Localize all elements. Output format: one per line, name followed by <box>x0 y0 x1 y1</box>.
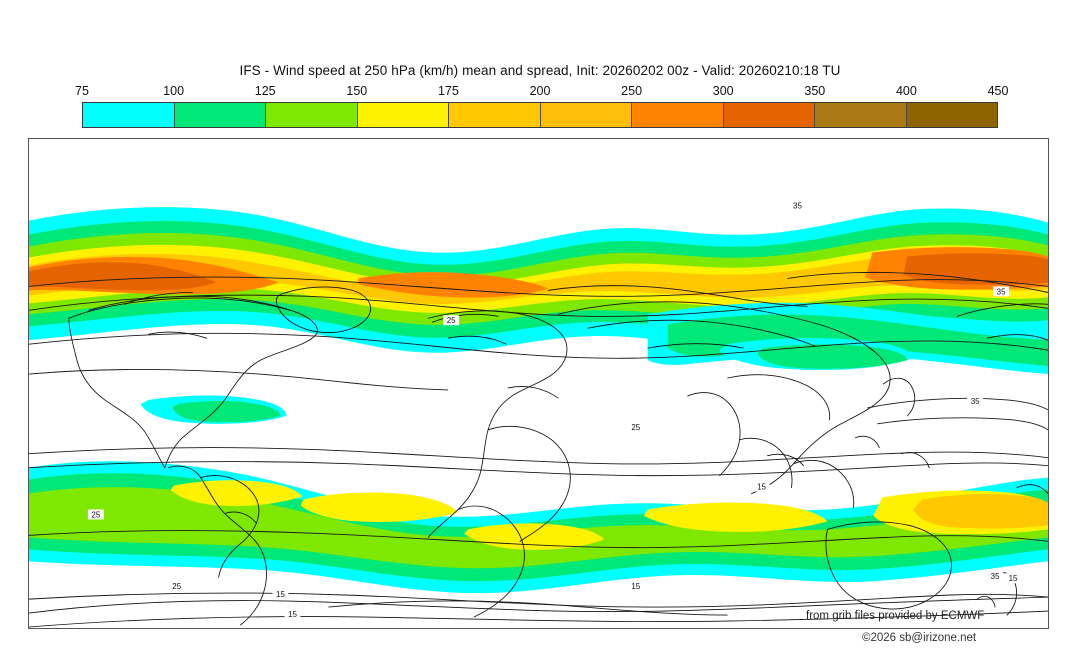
svg-text:25: 25 <box>447 316 456 325</box>
contour-label: 35 <box>993 286 1010 296</box>
svg-text:15: 15 <box>1009 574 1018 583</box>
colorbar-tick-150: 150 <box>346 84 368 98</box>
data-source-credit: from grib files provided by ECMWF <box>806 610 985 622</box>
colorbar-tick-125: 125 <box>254 84 276 98</box>
colorbar-segment-2 <box>266 103 358 127</box>
contour-label: 25 <box>443 315 460 325</box>
colorbar-segment-4 <box>449 103 541 127</box>
colorbar-segment-0 <box>83 103 175 127</box>
contour-label: 15 <box>284 609 301 619</box>
colorbar-segment-1 <box>174 103 266 127</box>
contour-label: 25 <box>627 421 644 432</box>
colorbar-tick-175: 175 <box>437 84 459 98</box>
map-canvas[interactable]: 25 25 25 35 35 35 15 15 35 15 25 15 15 <box>29 139 1048 628</box>
colorbar-tick-labels: 75 100 125 150 175 200 250 300 350 400 450 <box>75 84 1008 100</box>
colorbar-tick-300: 300 <box>712 84 734 98</box>
svg-text:35: 35 <box>971 397 980 406</box>
svg-text:35: 35 <box>793 202 802 211</box>
page-title: IFS - Wind speed at 250 hPa (km/h) mean … <box>239 63 841 78</box>
contour-label: 25 <box>87 509 104 519</box>
contour-label: 25 <box>168 581 185 591</box>
colorbar-segments <box>82 102 998 128</box>
colorbar: 75 100 125 150 175 200 250 300 350 400 450 <box>75 84 1008 128</box>
svg-text:25: 25 <box>91 510 100 519</box>
colorbar-segment-5 <box>540 103 632 127</box>
svg-text:35: 35 <box>991 572 1000 581</box>
colorbar-tick-100: 100 <box>163 84 185 98</box>
colorbar-tick-450: 450 <box>987 84 1009 98</box>
colorbar-segment-7 <box>723 103 815 127</box>
svg-text:15: 15 <box>757 483 766 492</box>
colorbar-segment-3 <box>357 103 449 127</box>
contour-label: 35 <box>987 571 1004 581</box>
colorbar-segment-9 <box>906 103 997 127</box>
colorbar-tick-250: 250 <box>621 84 643 98</box>
copyright-notice: ©2026 sb@irizone.net <box>862 632 977 644</box>
colorbar-segment-8 <box>815 103 907 127</box>
sh-jet-band <box>29 461 1048 594</box>
colorbar-tick-75: 75 <box>75 84 89 98</box>
contour-label: 15 <box>1005 573 1022 583</box>
svg-text:15: 15 <box>631 582 640 591</box>
map-frame[interactable]: 25 25 25 35 35 35 15 15 35 15 25 15 15 <box>28 138 1049 629</box>
contour-label: 15 <box>627 581 644 591</box>
colorbar-segment-6 <box>632 103 724 127</box>
colorbar-tick-400: 400 <box>895 84 917 98</box>
svg-text:15: 15 <box>276 590 285 599</box>
contour-label-group: 25 25 25 35 35 35 15 15 35 15 25 15 15 <box>87 200 1022 619</box>
contour-label: 15 <box>753 481 770 492</box>
svg-text:35: 35 <box>997 287 1006 296</box>
colorbar-tick-200: 200 <box>529 84 551 98</box>
contour-label: 35 <box>967 395 984 406</box>
tropical-patches <box>140 338 914 424</box>
svg-text:15: 15 <box>288 610 297 619</box>
svg-text:25: 25 <box>172 582 181 591</box>
spread-contours <box>29 271 1048 616</box>
contour-label: 15 <box>272 589 289 599</box>
contour-label: 35 <box>789 200 806 211</box>
colorbar-tick-350: 350 <box>804 84 826 98</box>
coastlines <box>29 286 1048 628</box>
svg-text:25: 25 <box>631 423 640 432</box>
